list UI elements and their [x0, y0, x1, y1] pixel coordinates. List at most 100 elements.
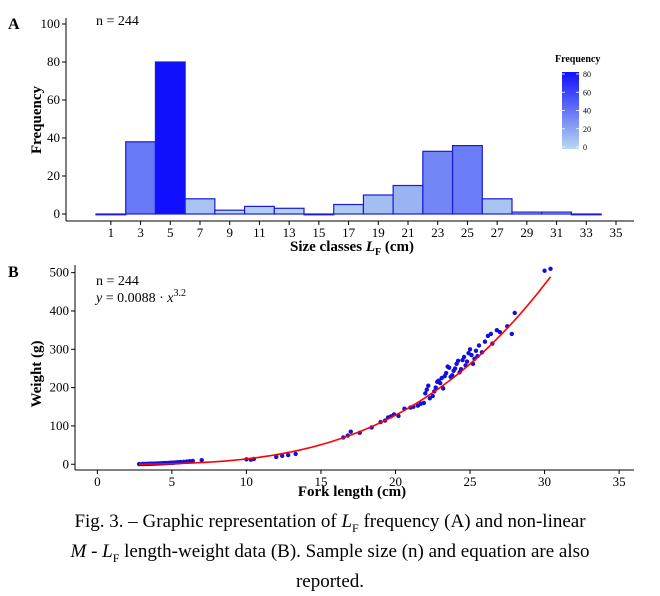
data-point	[433, 385, 438, 390]
panel-a-bars	[95, 61, 602, 216]
data-point	[421, 400, 427, 406]
y-tick-label: 100	[41, 16, 61, 31]
x-tick-label: 20	[389, 474, 402, 489]
caption-var-l: L	[341, 511, 353, 532]
caption-text: reported.	[295, 570, 365, 592]
data-point	[509, 331, 514, 337]
x-tick-label: 10	[240, 474, 253, 489]
panel-b-equation: y = 0.0088 · x3.2	[94, 288, 186, 306]
x-tick-label: 7	[197, 225, 204, 240]
data-point	[438, 380, 443, 386]
panel-a-x-ticks: 1 3 5 7 9 11 13 15 17 19 21 23 25 27 29 31 33 35	[108, 221, 623, 240]
figure-caption: Fig. 3. – Graphic representation of LF f…	[20, 510, 640, 593]
x-tick-label: 31	[550, 225, 563, 240]
caption-var-l: L	[102, 540, 113, 562]
legend-tick-label: 60	[583, 88, 591, 97]
panel-b-fit-curve	[139, 276, 552, 465]
y-tick-label: 100	[50, 418, 70, 433]
legend-tick-label: 80	[583, 70, 591, 79]
data-point	[199, 458, 204, 463]
legend-tick-label: 0	[583, 143, 587, 152]
x-tick-label: 5	[169, 474, 176, 489]
x-tick-label: 27	[491, 225, 505, 240]
panel-b-points	[136, 266, 553, 467]
x-tick-label: 23	[431, 225, 444, 240]
data-point	[488, 331, 494, 337]
data-point	[430, 393, 435, 399]
x-tick-label: 29	[520, 225, 533, 240]
data-point	[426, 383, 431, 388]
panel-b-y-axis-title: Weight (g)	[29, 340, 45, 407]
x-tick-label: 11	[253, 225, 266, 240]
caption-sub-f: F	[352, 520, 359, 535]
data-point	[467, 347, 473, 352]
x-tick-label: 30	[538, 474, 551, 489]
data-point	[280, 453, 285, 459]
y-tick-label: 500	[50, 265, 70, 280]
y-tick-label: 80	[47, 54, 60, 69]
x-tick-label: 25	[461, 225, 474, 240]
data-point	[274, 454, 279, 460]
panel-b-sample-size: n = 244	[96, 274, 139, 289]
legend-ticks: 80 60 40 20 0	[562, 70, 591, 152]
histogram-bar	[511, 211, 543, 215]
histogram-bar	[392, 184, 424, 215]
data-point	[423, 391, 428, 396]
y-tick-label: 0	[54, 206, 61, 221]
x-tick-label: 21	[402, 225, 415, 240]
y-tick-label: 200	[50, 380, 70, 395]
data-point	[424, 387, 429, 392]
y-tick-label: 0	[63, 456, 70, 471]
caption-text: -	[86, 540, 103, 562]
data-point	[464, 359, 470, 364]
y-tick-label: 400	[50, 303, 70, 318]
x-tick-label: 15	[314, 474, 327, 489]
data-point	[440, 386, 446, 391]
data-point	[542, 268, 547, 273]
histogram-bar	[125, 141, 157, 215]
data-point	[293, 451, 298, 457]
histogram-bar	[95, 213, 127, 216]
y-tick-label: 300	[50, 341, 70, 356]
data-point	[455, 358, 461, 363]
panel-b-y-ticks: 0 100 200 300 400 500	[50, 265, 75, 471]
caption-text: frequency (A) and non-linear	[358, 511, 586, 532]
histogram-bar	[541, 211, 573, 215]
panel-a-y-ticks: 0 20 40 60 80 100	[41, 16, 66, 221]
x-tick-label: 13	[283, 225, 296, 240]
data-point	[443, 370, 449, 376]
x-tick-label: 9	[226, 225, 233, 240]
data-point	[452, 366, 458, 371]
legend-color-bar	[562, 72, 579, 149]
panel-b-label: B	[8, 264, 19, 281]
legend-tick-label: 40	[583, 107, 591, 116]
histogram-bar	[214, 209, 246, 215]
legend-tick-label: 20	[583, 125, 591, 134]
data-point	[548, 266, 553, 272]
data-point	[482, 339, 488, 344]
histogram-bar	[303, 213, 335, 216]
data-point	[497, 329, 503, 335]
histogram-bar	[481, 198, 513, 215]
histogram-bar	[451, 145, 483, 215]
x-tick-label: 3	[137, 225, 144, 240]
panel-b-x-ticks: 0 5 10 15 20 25 30 35	[94, 470, 626, 489]
panel-a-color-legend: Frequency 80 60 40 20 0	[555, 54, 600, 152]
x-tick-label: 33	[580, 225, 593, 240]
panel-a-label: A	[8, 16, 20, 33]
x-tick-label: 1	[108, 225, 115, 240]
panel-b-length-weight-scatter: B n = 244 y = 0.0088 · x3.2 Weight (g) 0…	[8, 264, 634, 500]
x-tick-label: 35	[613, 474, 626, 489]
data-point	[473, 348, 479, 354]
data-point	[449, 373, 455, 378]
data-point	[285, 452, 291, 458]
histogram-bar	[570, 213, 602, 216]
data-point	[427, 396, 432, 401]
caption-sub-f: F	[112, 550, 120, 565]
data-point	[512, 310, 517, 316]
histogram-bar	[422, 150, 454, 215]
x-tick-label: 15	[312, 225, 325, 240]
panel-a-sample-size: n = 244	[96, 14, 139, 29]
data-point	[446, 365, 452, 370]
data-point	[469, 352, 474, 358]
